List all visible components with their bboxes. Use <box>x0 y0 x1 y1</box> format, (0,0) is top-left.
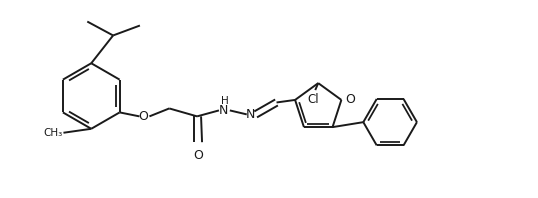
Text: CH₃: CH₃ <box>43 128 62 138</box>
Text: O: O <box>138 110 148 123</box>
Text: Cl: Cl <box>307 93 319 106</box>
Text: N: N <box>219 104 229 117</box>
Text: N: N <box>246 108 256 121</box>
Text: O: O <box>193 149 203 162</box>
Text: H: H <box>221 96 229 107</box>
Text: O: O <box>345 93 355 106</box>
